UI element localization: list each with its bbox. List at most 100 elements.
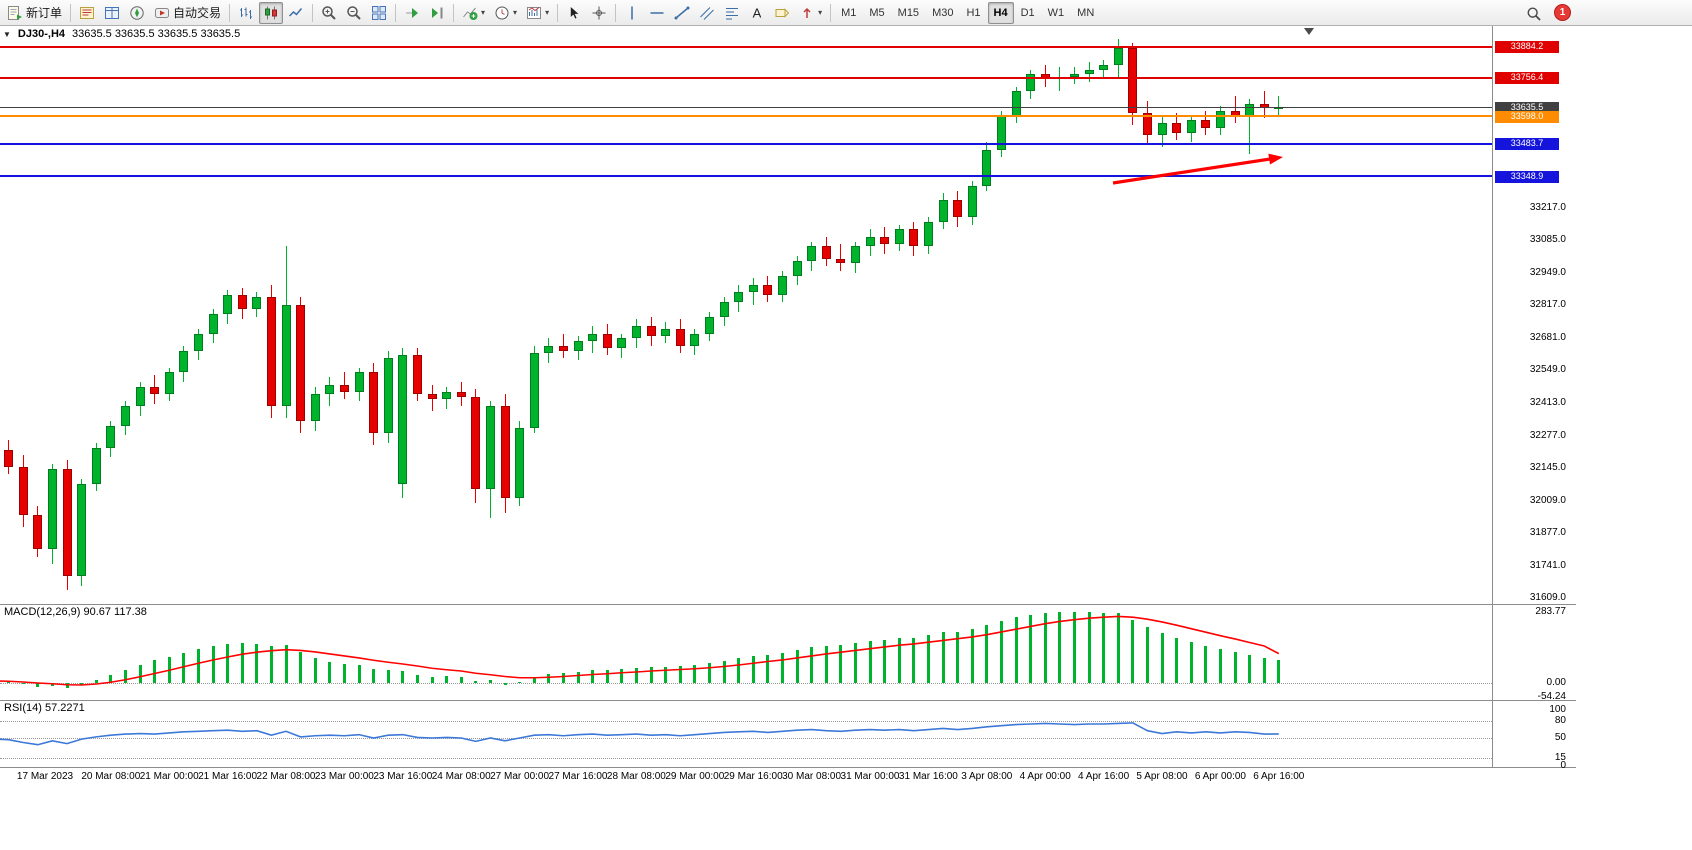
- candle-body: [1084, 69, 1094, 75]
- chart-shift-icon: [429, 5, 445, 21]
- timeframe-w1[interactable]: W1: [1042, 2, 1071, 24]
- periods-button[interactable]: ▾: [490, 2, 521, 24]
- market-watch-icon: [79, 5, 95, 21]
- macd-histogram-bar: [138, 664, 142, 683]
- arrows-button[interactable]: ▾: [795, 2, 826, 24]
- templates-button[interactable]: ▾: [522, 2, 553, 24]
- timeframe-mn-label: MN: [1077, 6, 1095, 19]
- timeframe-m5[interactable]: M5: [863, 2, 890, 24]
- timeframe-h4[interactable]: H4: [987, 1, 1014, 24]
- bar-chart-button[interactable]: [234, 2, 258, 24]
- algo-trading-icon: [154, 5, 170, 21]
- text-button[interactable]: A: [745, 2, 769, 24]
- candlestick-chart-button[interactable]: [259, 1, 284, 24]
- zoom-in-icon: [321, 5, 337, 21]
- fibonacci-button[interactable]: [720, 2, 744, 24]
- toolbar-group-objects: ▾ ▾ ▾: [458, 2, 553, 24]
- candle-body: [1245, 103, 1255, 116]
- chart-area[interactable]: ▼ DJ30-,H4 33635.5 33635.5 33635.5 33635…: [0, 26, 1692, 850]
- candle-body: [383, 357, 393, 433]
- horizontal-line-resistance[interactable]: [0, 45, 1492, 48]
- chart-ohlc-values: 33635.5 33635.5 33635.5 33635.5: [72, 28, 241, 40]
- line-chart-button[interactable]: [284, 2, 308, 24]
- candle-body: [252, 297, 262, 310]
- timeframe-m1[interactable]: M1: [835, 2, 862, 24]
- zoom-in-button[interactable]: [317, 2, 341, 24]
- zoom-out-button[interactable]: [342, 2, 366, 24]
- cursor-button[interactable]: [562, 2, 586, 24]
- macd-histogram-bar: [445, 675, 449, 683]
- candle-body: [1011, 91, 1021, 116]
- candle-body: [880, 236, 890, 245]
- candle-body: [967, 185, 977, 218]
- time-axis-label: 4 Apr 16:00: [1078, 771, 1130, 782]
- horizontal-line-button[interactable]: [645, 2, 669, 24]
- tile-windows-button[interactable]: [367, 2, 391, 24]
- macd-histogram-bar: [386, 670, 390, 683]
- algo-trading-button[interactable]: 自动交易: [150, 2, 225, 24]
- timeframe-mn[interactable]: MN: [1071, 2, 1100, 24]
- notification-badge[interactable]: 1: [1554, 4, 1571, 21]
- candle-body: [675, 328, 685, 346]
- toolbar-separator: [395, 3, 397, 22]
- search-button[interactable]: [1522, 2, 1546, 24]
- new-order-button[interactable]: 新订单: [3, 2, 66, 24]
- timeframe-m15[interactable]: M15: [892, 2, 925, 24]
- time-axis-label: 28 Mar 08:00: [606, 771, 666, 782]
- macd-histogram-bar: [722, 660, 726, 683]
- indicators-button[interactable]: ▾: [458, 2, 489, 24]
- horizontal-line-current-price[interactable]: [0, 106, 1492, 108]
- timeframe-h1[interactable]: H1: [960, 2, 986, 24]
- text-icon: A: [749, 5, 765, 21]
- time-axis-label: 27 Mar 16:00: [548, 771, 608, 782]
- horizontal-line-support[interactable]: [0, 175, 1492, 178]
- price-badge-support: 33483.7: [1495, 138, 1559, 151]
- macd-histogram-bar: [1058, 612, 1062, 683]
- timeframe-h1-label: H1: [966, 6, 981, 19]
- macd-histogram-bar: [299, 652, 303, 683]
- chart-shift-button[interactable]: [425, 2, 449, 24]
- vertical-line-button[interactable]: [620, 2, 644, 24]
- text-label-button[interactable]: [770, 2, 794, 24]
- data-window-button[interactable]: [100, 2, 124, 24]
- trendline-button[interactable]: [670, 2, 694, 24]
- chart-shift-marker[interactable]: [1304, 28, 1314, 35]
- rsi-level-line: [0, 757, 1492, 759]
- equidistant-channel-button[interactable]: [695, 2, 719, 24]
- candle-body: [544, 345, 554, 354]
- navigator-button[interactable]: [125, 2, 149, 24]
- hline-icon: [649, 5, 665, 21]
- tile-icon: [371, 5, 387, 21]
- timeframe-d1[interactable]: D1: [1015, 2, 1041, 24]
- trend-arrow-annotation[interactable]: [1112, 153, 1283, 185]
- price-badge-current-price: 33635.5: [1495, 101, 1559, 114]
- horizontal-line-support[interactable]: [0, 142, 1492, 145]
- timeframe-m30[interactable]: M30: [926, 2, 959, 24]
- macd-histogram-bar: [1087, 612, 1091, 683]
- macd-histogram-bar: [1277, 660, 1281, 683]
- panel-separator[interactable]: [0, 767, 1576, 768]
- one-click-trading-toggle[interactable]: ▼: [3, 30, 11, 39]
- candle-body: [456, 391, 466, 397]
- toolbar-separator: [453, 3, 455, 22]
- panel-separator[interactable]: [0, 700, 1576, 701]
- candle-body: [807, 246, 817, 261]
- toolbar-group-trade: 新订单: [3, 2, 66, 24]
- panel-separator[interactable]: [0, 604, 1576, 605]
- timeframe-h4-label: H4: [993, 6, 1008, 19]
- price-scale-label: 31741.0: [1529, 559, 1566, 571]
- macd-histogram-bar: [883, 639, 887, 683]
- auto-scroll-button[interactable]: [400, 2, 424, 24]
- candle-body: [719, 302, 729, 317]
- horizontal-line-level[interactable]: [0, 115, 1492, 118]
- horizontal-line-resistance[interactable]: [0, 76, 1492, 79]
- candle-body: [120, 406, 130, 426]
- macd-histogram-bar: [1218, 649, 1222, 683]
- macd-histogram-bar: [912, 637, 916, 683]
- time-axis-label: 3 Apr 08:00: [961, 771, 1013, 782]
- macd-histogram-bar: [1262, 657, 1266, 683]
- market-watch-button[interactable]: [75, 2, 99, 24]
- candle-body: [237, 294, 247, 310]
- data-window-icon: [104, 5, 120, 21]
- crosshair-button[interactable]: [587, 2, 611, 24]
